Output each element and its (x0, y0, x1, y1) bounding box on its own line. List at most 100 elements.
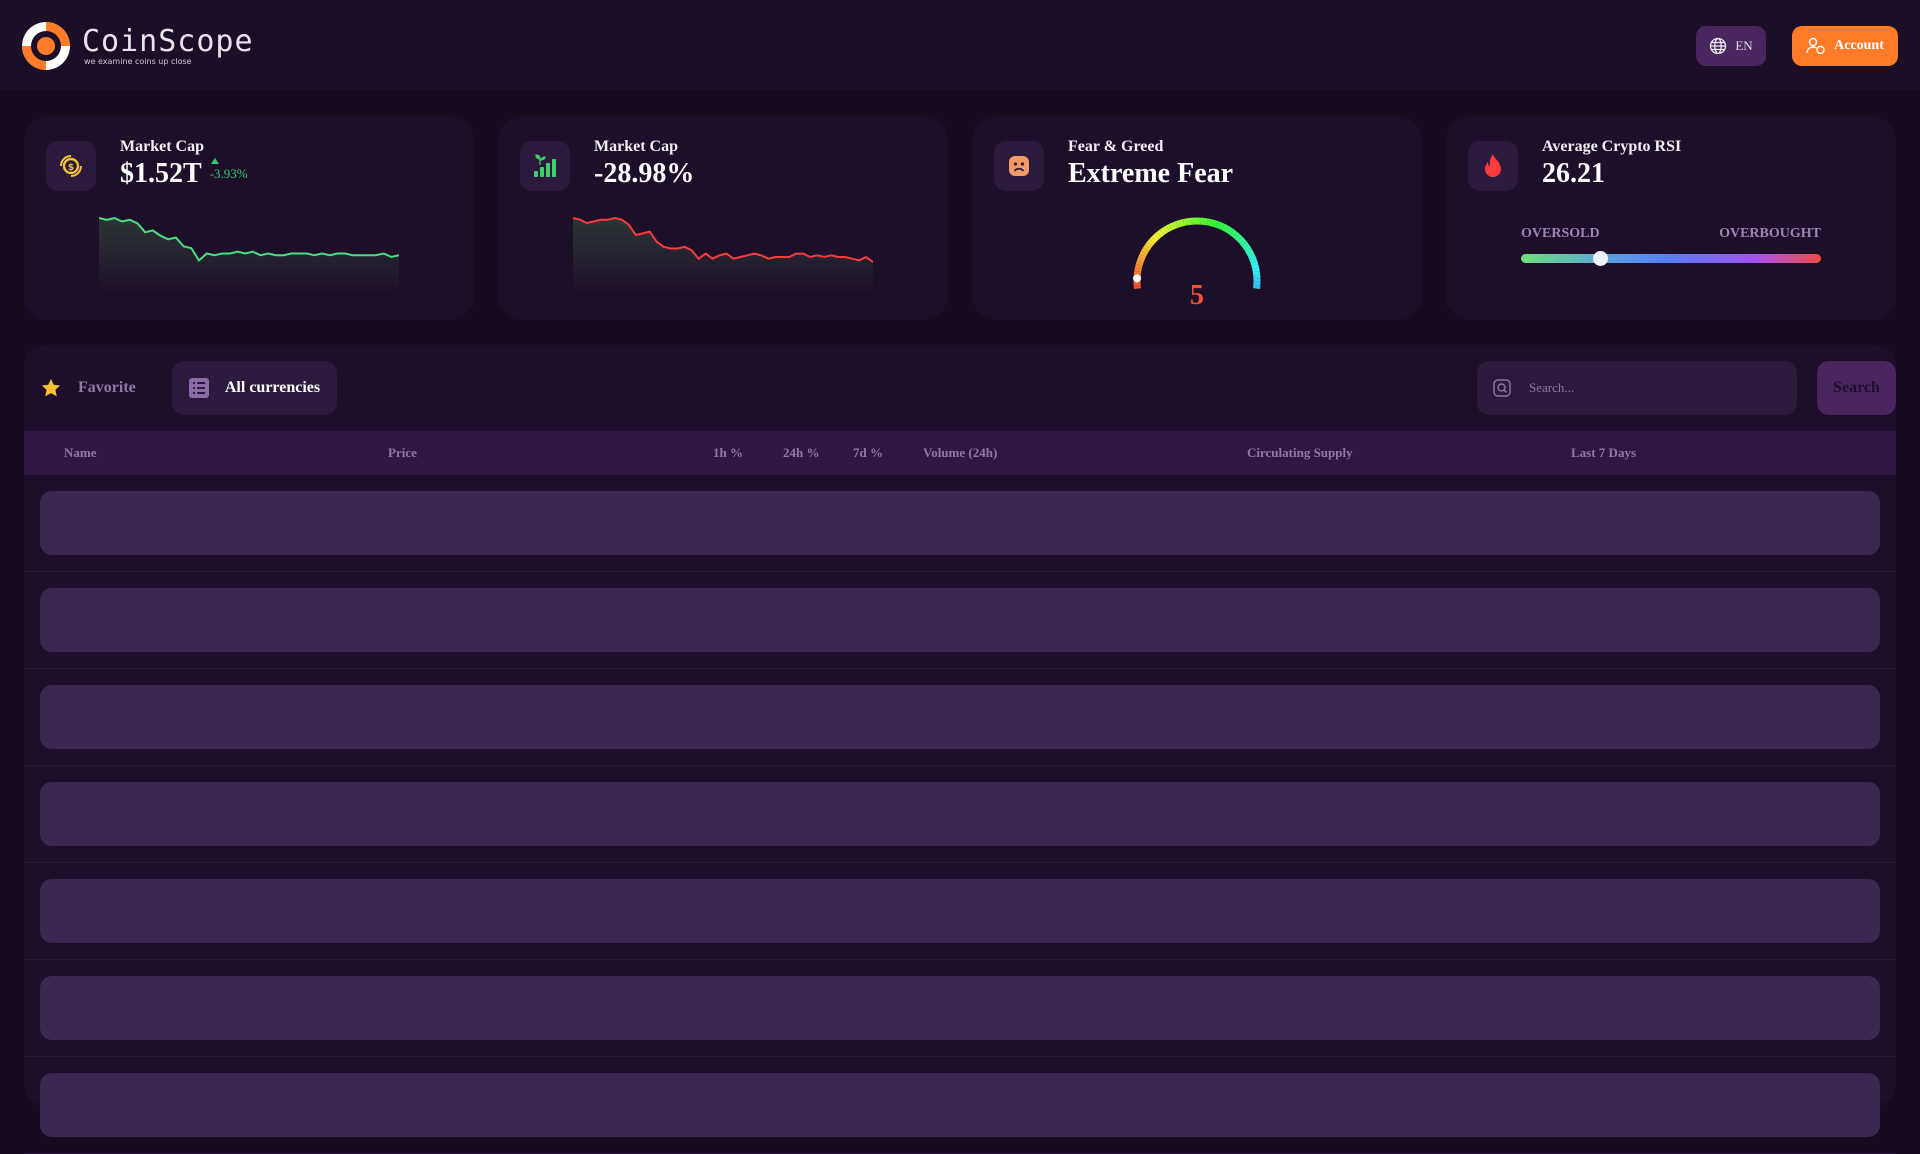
gauge-segment (1220, 226, 1223, 227)
gauge-segment (1244, 244, 1246, 247)
gauge-segment (1150, 241, 1152, 244)
gauge-segment (1223, 227, 1226, 229)
tab-all-label: All currencies (225, 379, 320, 397)
gauge-segment (1237, 236, 1239, 238)
globe-icon (1709, 37, 1727, 55)
tab-favorite-label: Favorite (78, 379, 136, 397)
gauge-segment (1157, 234, 1160, 236)
loading-skeleton (40, 976, 1880, 1040)
gauge-segment (1140, 259, 1141, 262)
table-row[interactable] (24, 1057, 1896, 1154)
gauge-segment (1256, 268, 1257, 271)
column-volume[interactable]: Volume (24h) (923, 445, 997, 461)
loading-skeleton (40, 879, 1880, 943)
star-icon (40, 377, 62, 399)
gauge-segment (1180, 223, 1183, 224)
fear-greed-gauge: 5 (1127, 211, 1267, 311)
gauge-segment (1226, 229, 1229, 231)
column-price[interactable]: Price (388, 445, 417, 461)
gauge-segment (1138, 268, 1139, 271)
gauge-segment (1242, 241, 1244, 244)
overbought-label: OVERBOUGHT (1719, 226, 1821, 242)
gauge-segment (1246, 247, 1248, 250)
column-name[interactable]: Name (64, 445, 97, 461)
coinscope-logo-icon (22, 22, 70, 70)
svg-text:$: $ (68, 163, 74, 173)
market-cap-change-sparkline (573, 216, 873, 296)
table-header: Name Price 1h % 24h % 7d % Volume (24h) … (24, 431, 1896, 475)
gauge-segment (1214, 223, 1217, 224)
icon-box (1468, 141, 1518, 191)
rsi-scale (1521, 254, 1821, 263)
gauge-segment (1184, 222, 1187, 223)
gauge-segment (1232, 232, 1235, 234)
loading-skeleton (40, 685, 1880, 749)
gauge-segment (1146, 247, 1148, 250)
gauge-segment (1229, 230, 1232, 232)
tab-all-currencies[interactable]: All currencies (172, 361, 337, 415)
gauge-segment (1255, 265, 1256, 268)
icon-box (994, 141, 1044, 191)
gauge-segment (1240, 239, 1242, 241)
market-cap-change-value: -28.98% (594, 158, 694, 190)
loading-skeleton (40, 1073, 1880, 1137)
gauge-segment (1159, 232, 1162, 234)
fear-greed-label: Extreme Fear (1068, 158, 1233, 190)
logo-name: CoinScope (82, 27, 254, 57)
market-cap-sparkline (99, 216, 399, 296)
table-row[interactable] (24, 766, 1896, 863)
growth-chart-icon (532, 153, 558, 179)
gauge-segment (1174, 224, 1177, 225)
gauge-segment (1168, 227, 1171, 229)
table-row[interactable] (24, 572, 1896, 669)
card-title: Market Cap (594, 138, 678, 156)
logo[interactable]: CoinScope we examine coins up close (22, 22, 254, 70)
card-title: Average Crypto RSI (1542, 138, 1681, 156)
column-24h[interactable]: 24h % (783, 445, 819, 461)
language-label: EN (1735, 38, 1752, 54)
gauge-segment (1251, 255, 1252, 258)
gauge-segment (1141, 255, 1142, 258)
gauge-segment (1144, 249, 1146, 252)
column-1h[interactable]: 1h % (713, 445, 743, 461)
loading-skeleton (40, 588, 1880, 652)
account-button[interactable]: Account (1792, 26, 1898, 66)
table-row[interactable] (24, 475, 1896, 572)
table-row[interactable] (24, 669, 1896, 766)
gauge-segment (1177, 223, 1180, 224)
column-7d[interactable]: 7d % (853, 445, 883, 461)
gauge-segment (1152, 239, 1154, 241)
gauge-segment (1253, 259, 1254, 262)
gauge-segment (1154, 236, 1156, 238)
table-row[interactable] (24, 960, 1896, 1057)
gauge-segment (1165, 229, 1168, 231)
fire-icon (1481, 153, 1505, 179)
card-title: Fear & Greed (1068, 138, 1163, 156)
loading-skeleton (40, 782, 1880, 846)
fear-greed-card: Fear & Greed Extreme Fear 5 (972, 116, 1422, 320)
market-cap-change: -3.93% (210, 166, 248, 182)
gauge-segment (1248, 249, 1250, 252)
tab-favorite[interactable]: Favorite (40, 374, 136, 402)
language-button[interactable]: EN (1696, 26, 1766, 66)
column-circulating-supply[interactable]: Circulating Supply (1247, 445, 1353, 461)
gauge-indicator (1133, 274, 1141, 282)
gauge-segment (1254, 262, 1255, 265)
gauge-segment (1250, 252, 1252, 255)
gauge-segment (1217, 224, 1220, 225)
market-cap-value: $1.52T (120, 158, 202, 190)
table-row[interactable] (24, 863, 1896, 960)
icon-box: $ (46, 141, 96, 191)
gauge-segment (1138, 265, 1139, 268)
gauge-segment (1143, 252, 1145, 255)
fear-greed-value: 5 (1190, 280, 1204, 311)
loading-skeleton (40, 491, 1880, 555)
rsi-value: 26.21 (1542, 158, 1605, 190)
column-last-7-days[interactable]: Last 7 Days (1571, 445, 1636, 461)
icon-box (520, 141, 570, 191)
market-cap-change-card: Market Cap -28.98% (498, 116, 948, 320)
gauge-segment (1148, 244, 1150, 247)
rsi-card: Average Crypto RSI 26.21 OVERSOLD OVERBO… (1446, 116, 1896, 320)
search-button[interactable]: Search (1817, 361, 1896, 415)
search-input[interactable] (1529, 380, 1769, 396)
